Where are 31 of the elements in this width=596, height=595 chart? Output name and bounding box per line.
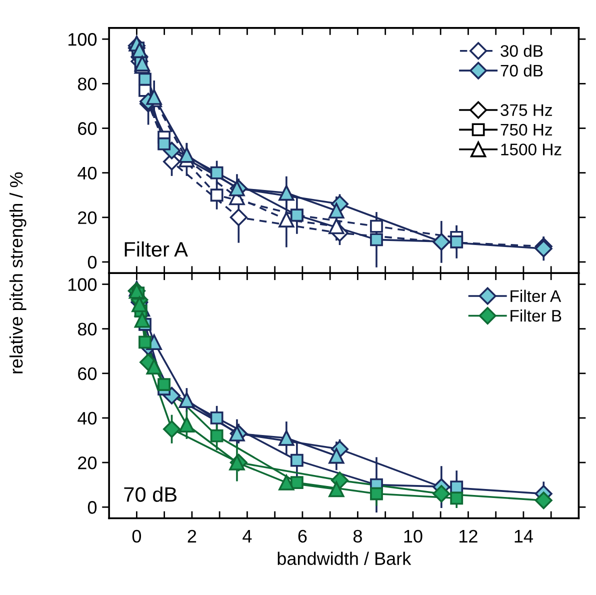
annotation: Filter A [124, 241, 188, 257]
annotation: 70 dB [124, 486, 176, 502]
legend-label: 30 dB [500, 44, 543, 57]
legend-label: Filter B [510, 309, 562, 322]
y-tick-label: 100 [68, 33, 97, 46]
y-tick-label: 80 [78, 78, 97, 90]
x-tick-label: 4 [242, 530, 252, 542]
x-tick-label: 0 [132, 530, 142, 543]
y-axis-title: relative pitch strength / % [9, 172, 26, 374]
x-tick-label: 12 [460, 530, 478, 542]
x-tick-label: 6 [298, 530, 307, 543]
x-tick-label: 8 [353, 530, 362, 543]
legend-label: 70 dB [500, 64, 543, 77]
y-tick-label: 40 [78, 412, 97, 425]
y-tick-label: 20 [78, 456, 97, 470]
y-tick-label: 0 [88, 256, 97, 269]
legend-label: Filter A [510, 290, 562, 302]
y-tick-label: 60 [78, 122, 97, 135]
annotation: 1500 Hz [501, 144, 562, 156]
x-tick-label: 10 [404, 530, 422, 543]
x-tick-label: 14 [514, 530, 533, 542]
y-tick-label: 40 [78, 166, 97, 180]
annotation: 750 Hz [500, 124, 552, 136]
x-tick-label: 2 [188, 530, 196, 542]
y-tick-label: 100 [68, 278, 97, 291]
annotation: 375 Hz [500, 104, 552, 116]
y-tick-label: 60 [78, 367, 97, 380]
x-axis-title: bandwidth / Bark [278, 552, 412, 566]
y-tick-label: 0 [88, 501, 97, 514]
y-tick-label: 20 [78, 211, 97, 224]
y-tick-label: 80 [78, 322, 97, 336]
